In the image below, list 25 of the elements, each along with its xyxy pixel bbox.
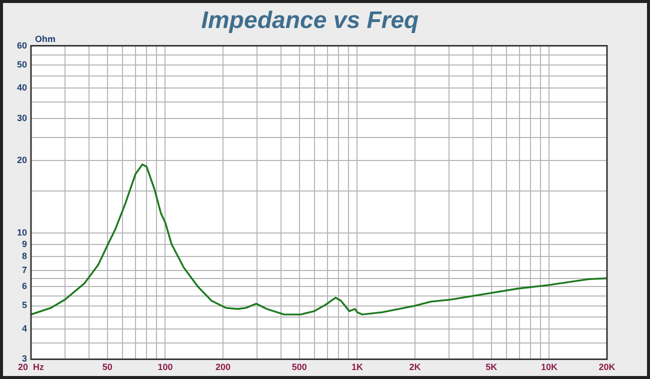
x-tick-label: 50 bbox=[102, 362, 112, 372]
chart-title: Impedance vs Freq bbox=[201, 7, 420, 34]
x-tick-label: 5K bbox=[486, 362, 498, 372]
x-tick-label: 100 bbox=[158, 362, 173, 372]
x-tick-label: 1K bbox=[351, 362, 364, 372]
y-tick-label: 9 bbox=[22, 238, 28, 249]
x-tick-label: 10K bbox=[540, 362, 558, 372]
y-tick-label: 4 bbox=[22, 324, 28, 334]
x-tick-label: 500 bbox=[292, 362, 307, 372]
y-tick-label: 40 bbox=[16, 82, 28, 93]
y-tick-label: 50 bbox=[16, 59, 28, 70]
y-axis-title: Ohm bbox=[35, 34, 56, 44]
x-tick-label: 20K bbox=[598, 362, 616, 372]
x-tick-label: 2K bbox=[409, 362, 422, 372]
y-tick-label: 30 bbox=[16, 112, 28, 123]
y-tick-label: 10 bbox=[16, 228, 28, 238]
y-tick-label: 7 bbox=[22, 265, 28, 276]
y-tick-label: 60 bbox=[16, 40, 28, 50]
x-tick-label: 20 Hz bbox=[18, 362, 45, 372]
x-tick-label: 200 bbox=[215, 362, 231, 372]
y-tick-label: 3 bbox=[22, 354, 28, 364]
y-tick-label: 20 bbox=[16, 155, 28, 166]
y-tick-label: 8 bbox=[22, 251, 28, 262]
y-tick-label: 5 bbox=[22, 300, 28, 310]
y-tick-label: 6 bbox=[22, 281, 28, 292]
